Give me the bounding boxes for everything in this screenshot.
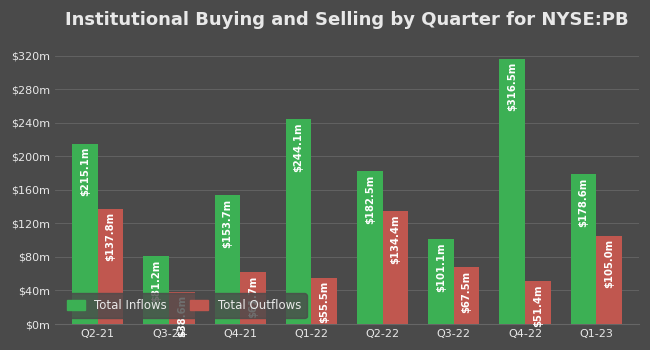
Text: $215.1m: $215.1m — [80, 147, 90, 196]
Bar — [499, 59, 525, 324]
Text: $105.0m: $105.0m — [604, 239, 614, 288]
Text: $244.1m: $244.1m — [294, 123, 304, 172]
Bar — [240, 272, 266, 324]
Bar — [214, 195, 240, 324]
Bar — [525, 281, 551, 324]
Bar — [428, 239, 454, 324]
Text: $316.5m: $316.5m — [507, 62, 517, 111]
Text: $153.7m: $153.7m — [222, 198, 233, 248]
Text: $134.4m: $134.4m — [391, 215, 400, 264]
Text: $38.6m: $38.6m — [177, 295, 187, 337]
Text: $137.8m: $137.8m — [106, 212, 116, 261]
Text: $51.4m: $51.4m — [533, 284, 543, 327]
Bar — [596, 236, 622, 324]
Text: $55.5m: $55.5m — [319, 281, 329, 323]
Bar — [286, 119, 311, 324]
Text: $178.6m: $178.6m — [578, 178, 588, 227]
Text: $81.2m: $81.2m — [151, 259, 161, 302]
Text: $101.1m: $101.1m — [436, 243, 446, 292]
Text: $67.5m: $67.5m — [462, 271, 472, 313]
Text: $61.7m: $61.7m — [248, 276, 258, 318]
Bar — [311, 278, 337, 324]
Bar — [72, 144, 98, 324]
Bar — [357, 171, 383, 324]
Text: $182.5m: $182.5m — [365, 174, 375, 224]
Bar — [98, 209, 124, 324]
Bar — [144, 256, 169, 324]
Legend: Total Inflows, Total Outflows: Total Inflows, Total Outflows — [61, 293, 307, 318]
Bar — [169, 292, 194, 324]
Title: Institutional Buying and Selling by Quarter for NYSE:PB: Institutional Buying and Selling by Quar… — [65, 11, 629, 29]
Bar — [571, 174, 596, 324]
Bar — [383, 211, 408, 324]
Bar — [454, 267, 480, 324]
